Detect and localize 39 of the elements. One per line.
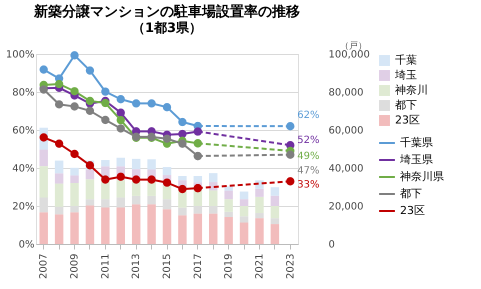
legend-label: 神奈川	[395, 84, 428, 96]
y2-tick-label: 20,000	[328, 202, 364, 212]
legend-label: 千葉県	[400, 136, 433, 149]
x-tick-label: 2019	[224, 254, 235, 279]
y2-tick-label: 0	[328, 240, 335, 250]
legend-label: 埼玉	[394, 68, 417, 82]
x-tick-label: 2013	[131, 254, 142, 279]
x-tick-label: 2017	[192, 254, 204, 279]
y2-tick-label: 100,000	[328, 50, 370, 60]
y-tick-label: 80%	[12, 88, 34, 98]
x-tick-label: 2009	[70, 254, 81, 279]
y-tick-label: 0%	[18, 240, 34, 250]
data-label: 52%	[297, 135, 320, 146]
y-tick-label: 100%	[6, 50, 34, 60]
legend-label: 神奈川県	[400, 170, 444, 183]
legend-label: 都下	[400, 187, 422, 200]
y2-tick-label: 80,000	[328, 88, 364, 98]
x-tick-label: 2023	[285, 254, 296, 279]
chart-title: 新築分譲マンションの駐車場設置率の推移	[33, 3, 300, 20]
y2-tick-label: 40,000	[328, 164, 364, 174]
x-tick-label: 2007	[38, 254, 50, 279]
data-label: 33%	[297, 179, 320, 190]
legend-label: 千葉	[395, 54, 417, 66]
legend-label: 23区	[395, 114, 420, 126]
x-tick-label: 2011	[100, 254, 112, 279]
y-tick-label: 40%	[12, 164, 34, 174]
y-tick-label: 60%	[12, 126, 34, 136]
x-tick-label: 2015	[162, 254, 173, 279]
x-tick-label: 2021	[254, 254, 266, 279]
chart-subtitle: （1都3県）	[132, 21, 202, 36]
legend-label: 23区	[400, 204, 425, 217]
y2-axis-title: （戸）	[340, 42, 367, 52]
legend-label: 埼玉県	[399, 153, 433, 166]
y-tick-label: 20%	[12, 202, 34, 212]
data-label: 49%	[297, 150, 320, 162]
data-label: 62%	[297, 110, 320, 122]
y2-tick-label: 60,000	[328, 126, 364, 136]
data-label: 47%	[297, 166, 320, 177]
legend-label: 都下	[395, 98, 417, 112]
